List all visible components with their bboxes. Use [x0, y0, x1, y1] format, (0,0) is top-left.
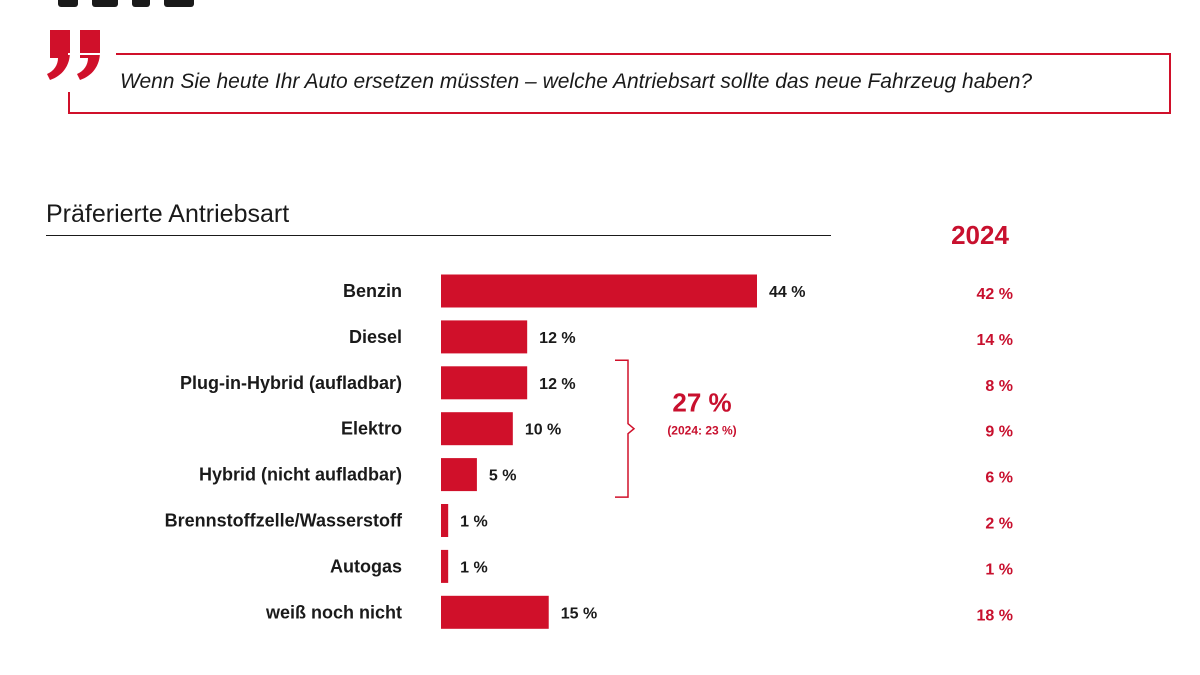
previous-year-value: 8 %: [985, 378, 1013, 395]
category-label: Elektro: [341, 419, 402, 439]
bar: [441, 504, 449, 537]
value-label: 1 %: [460, 559, 488, 576]
chart-title: Präferierte Antriebsart: [46, 200, 290, 228]
cropped-heading-fragment: [58, 0, 278, 7]
question-frame-left-edge: [68, 92, 70, 114]
value-label: 12 %: [539, 376, 575, 393]
value-label: 1 %: [460, 514, 488, 531]
previous-year-value: 9 %: [985, 424, 1013, 441]
comparison-year-heading: 2024: [951, 220, 1009, 250]
bar: [441, 274, 757, 308]
category-label: Hybrid (nicht aufladbar): [199, 465, 402, 485]
group-bracket: [615, 359, 636, 498]
category-label: Benzin: [343, 281, 402, 301]
value-label: 5 %: [489, 468, 517, 485]
previous-year-value: 42 %: [977, 286, 1013, 303]
chart-title-rule: [46, 235, 831, 236]
category-label: weiß noch nicht: [265, 602, 402, 622]
value-label: 44 %: [769, 284, 805, 301]
previous-year-value: 1 %: [985, 561, 1013, 578]
value-label: 12 %: [539, 330, 575, 347]
previous-year-value: 18 %: [977, 607, 1013, 624]
bar: [441, 320, 528, 354]
group-previous-value: (2024: 23 %): [667, 424, 736, 438]
value-label: 15 %: [561, 605, 597, 622]
previous-year-value: 14 %: [977, 332, 1013, 349]
previous-year-value: 2 %: [985, 516, 1013, 533]
bar: [441, 366, 528, 400]
category-label: Brennstoffzelle/Wasserstoff: [165, 511, 403, 531]
group-total-value: 27 %: [672, 388, 731, 418]
bar: [441, 458, 477, 492]
category-label: Autogas: [330, 556, 402, 576]
survey-question: Wenn Sie heute Ihr Auto ersetzen müssten…: [120, 70, 1033, 93]
previous-year-value: 6 %: [985, 470, 1013, 487]
quote-icon: [47, 30, 100, 80]
question-frame: [68, 53, 1171, 114]
category-label: Diesel: [349, 327, 402, 347]
bar: [441, 595, 549, 629]
bar: [441, 549, 449, 583]
bar: [441, 412, 513, 446]
value-label: 10 %: [525, 422, 561, 439]
category-label: Plug-in-Hybrid (aufladbar): [180, 373, 402, 393]
